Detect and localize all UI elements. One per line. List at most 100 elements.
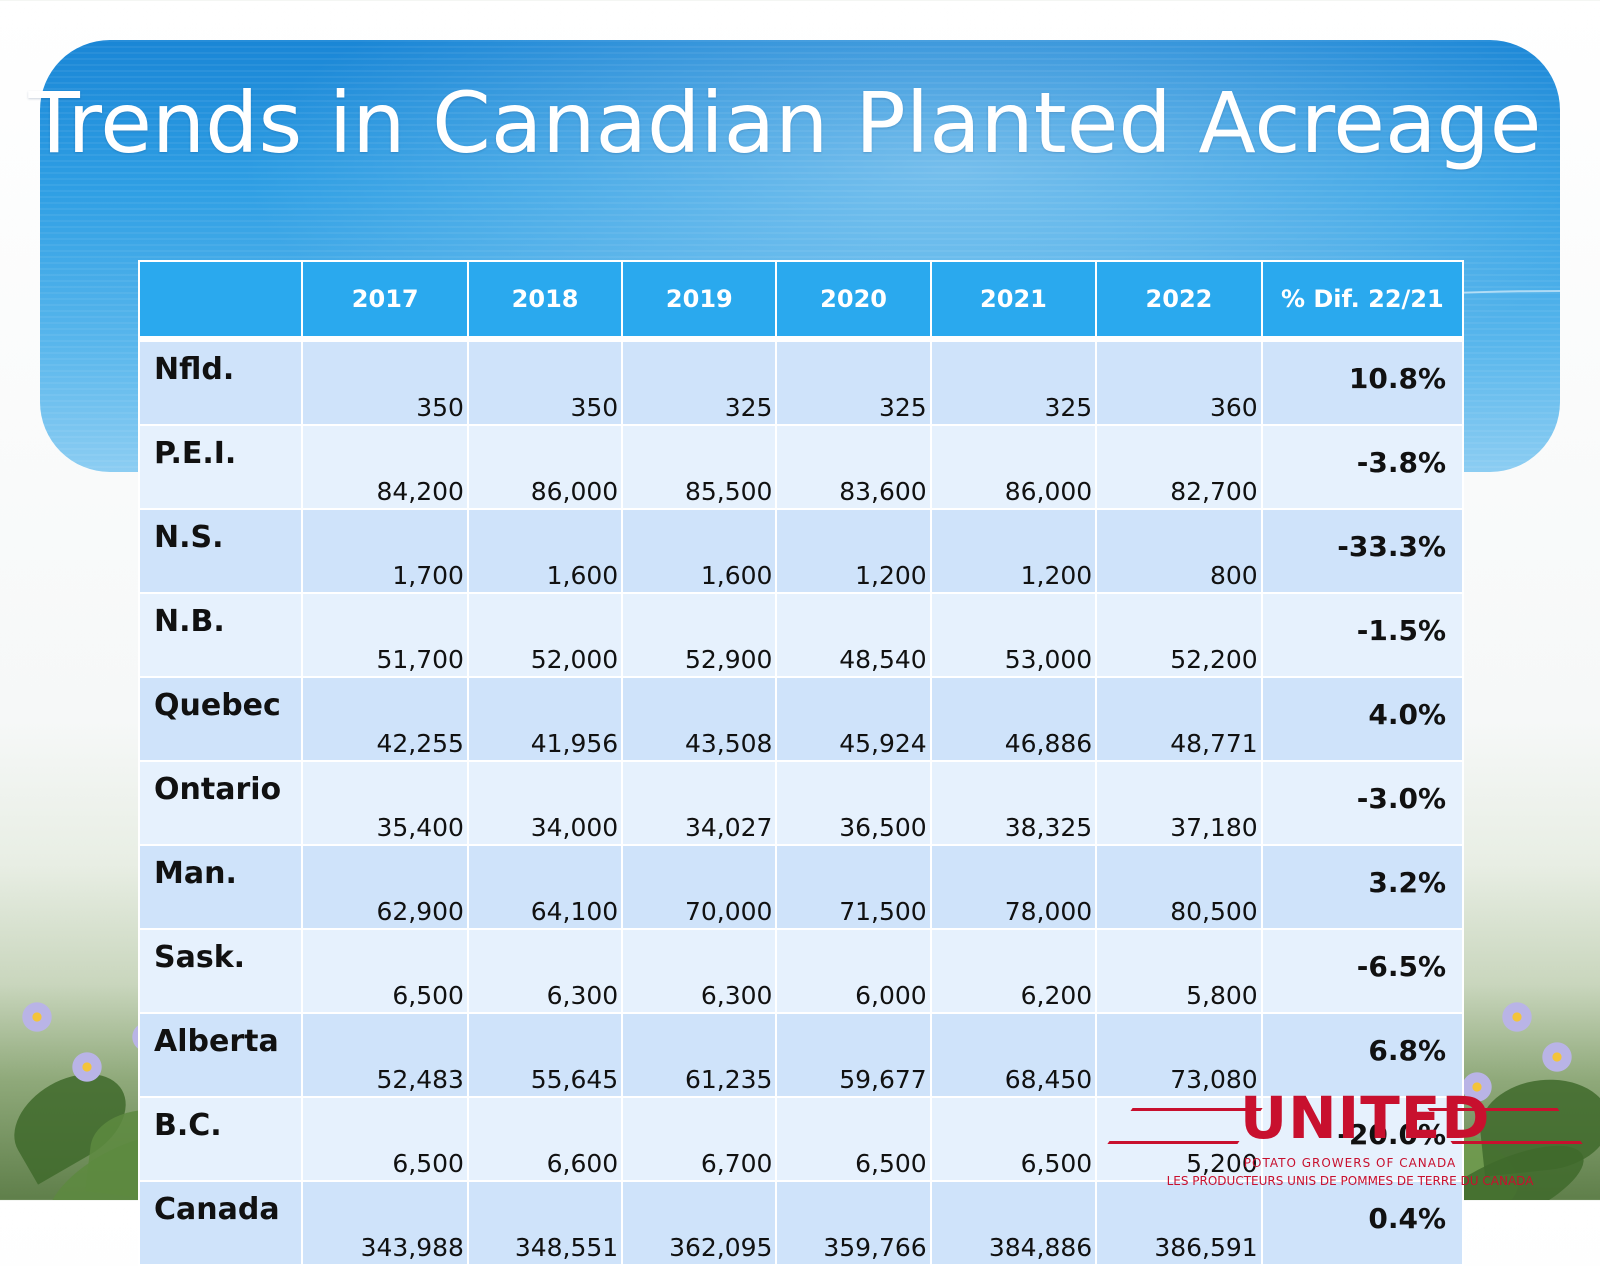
acreage-cell: 1,700 [301,508,469,594]
acreage-cell: 52,483 [301,1012,469,1098]
header-cell-blank [137,260,304,342]
acreage-cell: 384,886 [929,1180,1098,1266]
province-cell: P.E.I. [137,424,304,510]
acreage-cell: 86,000 [466,424,624,510]
acreage-cell: 325 [929,338,1098,426]
logo-wordmark: UNITED [1240,1084,1491,1152]
pct-diff-cell: 4.0% [1260,676,1465,762]
logo-wing-right [1427,1108,1583,1144]
acreage-cell: 6,300 [466,928,624,1014]
potato-blossom [1540,1040,1574,1074]
pct-diff-cell: 6.8% [1260,1012,1465,1098]
province-cell: Nfld. [137,338,304,426]
acreage-cell: 325 [775,338,932,426]
acreage-cell: 45,924 [775,676,932,762]
potato-blossom [1460,1070,1494,1104]
acreage-cell: 43,508 [621,676,778,762]
acreage-cell: 35,400 [301,760,469,846]
acreage-cell: 6,000 [775,928,932,1014]
acreage-cell: 80,500 [1095,844,1263,930]
province-cell: Man. [137,844,304,930]
province-cell: Quebec [137,676,304,762]
acreage-cell: 85,500 [621,424,778,510]
acreage-cell: 51,700 [301,592,469,678]
pct-diff-cell: 10.8% [1260,338,1465,426]
acreage-cell: 36,500 [775,760,932,846]
header-cell-2017: 2017 [301,260,469,342]
acreage-cell: 82,700 [1095,424,1263,510]
acreage-cell: 70,000 [621,844,778,930]
acreage-cell: 5,800 [1095,928,1263,1014]
acreage-cell: 5,200 [1095,1096,1263,1182]
acreage-cell: 343,988 [301,1180,469,1266]
header-cell-2018: 2018 [466,260,624,342]
acreage-cell: 48,540 [775,592,932,678]
province-cell: Canada [137,1180,304,1266]
table-row: P.E.I. 84,200 86,000 85,500 83,600 86,000 82,7… [137,424,1465,510]
acreage-cell: 86,000 [929,424,1098,510]
acreage-cell: 34,000 [466,760,624,846]
acreage-cell: 800 [1095,508,1263,594]
acreage-cell: 61,235 [621,1012,778,1098]
acreage-cell: 6,500 [301,928,469,1014]
table-row: Ontario 35,400 34,000 34,027 36,500 38,325 37,… [137,760,1465,846]
acreage-cell: 48,771 [1095,676,1263,762]
potato-blossom [70,1050,104,1084]
acreage-cell: 38,325 [929,760,1098,846]
acreage-cell: 360 [1095,338,1263,426]
acreage-cell: 53,000 [929,592,1098,678]
acreage-cell: 325 [621,338,778,426]
acreage-cell: 350 [466,338,624,426]
potato-blossom [20,1000,54,1034]
acreage-cell: 348,551 [466,1180,624,1266]
acreage-cell: 71,500 [775,844,932,930]
pct-diff-cell: -6.5% [1260,928,1465,1014]
acreage-cell: 62,900 [301,844,469,930]
acreage-cell: 68,450 [929,1012,1098,1098]
table-row: Alberta 52,483 55,645 61,235 59,677 68,450 73,… [137,1012,1465,1098]
acreage-cell: 359,766 [775,1180,932,1266]
pct-diff-cell: -20.0% [1260,1096,1465,1182]
table-row: Sask. 6,500 6,300 6,300 6,000 6,200 5,800 -6.5% [137,928,1465,1014]
acreage-cell: 52,900 [621,592,778,678]
acreage-cell: 6,500 [775,1096,932,1182]
acreage-cell: 59,677 [775,1012,932,1098]
table-row: N.S. 1,700 1,600 1,600 1,200 1,200 800 -33.3% [137,508,1465,594]
province-cell: N.S. [137,508,304,594]
acreage-cell: 46,886 [929,676,1098,762]
united-potato-growers-logo: UNITED POTATO GROWERS OF CANADA LES PROD… [1107,1084,1583,1196]
table-row: B.C. 6,500 6,600 6,700 6,500 6,500 5,200 -20.0% [137,1096,1465,1182]
acreage-cell: 1,200 [775,508,932,594]
table-row: Nfld. 350 350 325 325 325 360 10.8% [137,338,1465,426]
potato-blossom [1500,1000,1534,1034]
acreage-cell: 6,300 [621,928,778,1014]
acreage-cell: 350 [301,338,469,426]
header-cell-2019: 2019 [621,260,778,342]
header-cell-pct-diff: % Dif. 22/21 [1260,260,1465,342]
pct-diff-cell: -33.3% [1260,508,1465,594]
acreage-cell: 362,095 [621,1180,778,1266]
acreage-cell: 1,200 [929,508,1098,594]
logo-tagline-french: LES PRODUCTEURS UNIS DE POMMES DE TERRE … [1166,1174,1534,1188]
province-cell: N.B. [137,592,304,678]
acreage-cell: 6,500 [301,1096,469,1182]
acreage-cell: 1,600 [466,508,624,594]
header-cell-2020: 2020 [775,260,932,342]
province-cell: Sask. [137,928,304,1014]
logo-tagline-english: POTATO GROWERS OF CANADA [1243,1156,1457,1170]
acreage-cell: 84,200 [301,424,469,510]
table-header-row: 2017 2018 2019 2020 2021 2022 % Dif. 22/… [137,260,1465,342]
table-row: N.B. 51,700 52,000 52,900 48,540 53,000 52,200… [137,592,1465,678]
pct-diff-cell: -1.5% [1260,592,1465,678]
acreage-cell: 64,100 [466,844,624,930]
acreage-cell: 42,255 [301,676,469,762]
pct-diff-cell: -3.8% [1260,424,1465,510]
acreage-cell: 83,600 [775,424,932,510]
province-cell: Ontario [137,760,304,846]
table-row: Quebec 42,255 41,956 43,508 45,924 46,886 48,7… [137,676,1465,762]
acreage-cell: 6,700 [621,1096,778,1182]
pct-diff-cell: -3.0% [1260,760,1465,846]
pct-diff-cell: 3.2% [1260,844,1465,930]
province-cell: B.C. [137,1096,304,1182]
acreage-cell: 6,500 [929,1096,1098,1182]
